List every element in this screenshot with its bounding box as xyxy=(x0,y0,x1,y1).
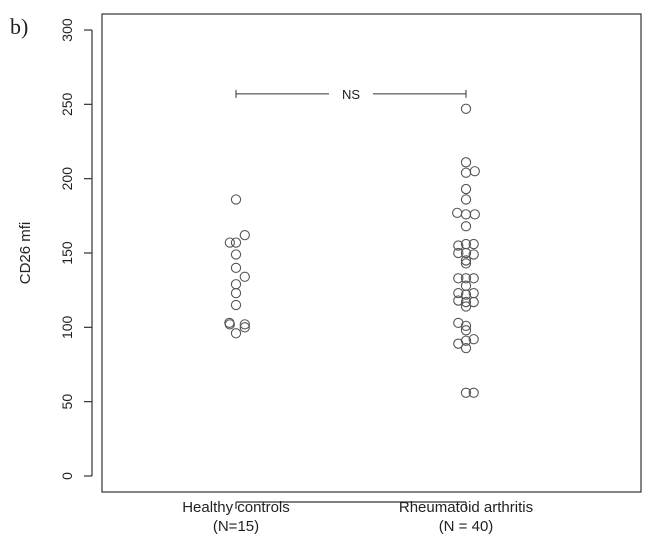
data-point xyxy=(224,317,235,329)
x-tick-label: Healthy controls xyxy=(182,499,290,516)
data-point xyxy=(230,237,242,248)
panel-label: b) xyxy=(10,14,29,39)
data-point xyxy=(460,258,472,269)
data-point xyxy=(239,319,250,330)
data-point xyxy=(460,247,472,259)
data-point xyxy=(230,262,242,274)
data-point xyxy=(460,157,472,168)
x-tick-label: Rheumatoid arthritis xyxy=(399,499,533,516)
data-point xyxy=(460,325,472,336)
data-point xyxy=(468,334,479,345)
y-axis-label: CD26 mfi xyxy=(17,222,34,285)
data-point xyxy=(453,287,464,299)
data-point xyxy=(469,166,480,177)
data-point xyxy=(468,273,479,284)
data-point xyxy=(460,209,472,220)
data-point xyxy=(239,322,250,333)
data-point xyxy=(460,301,472,312)
data-point xyxy=(452,207,463,219)
data-point xyxy=(469,209,480,220)
data-point xyxy=(460,296,472,308)
data-point xyxy=(230,194,242,205)
x-tick-sublabel: (N=15) xyxy=(213,518,259,535)
data-point xyxy=(460,194,472,205)
data-point xyxy=(460,221,472,232)
data-point xyxy=(468,387,479,398)
data-point xyxy=(230,279,242,290)
data-point xyxy=(453,273,464,284)
data-point xyxy=(230,287,242,299)
y-tick-label: 0 xyxy=(59,472,75,480)
plot-frame xyxy=(101,13,642,493)
data-point xyxy=(460,103,472,114)
data-point xyxy=(453,295,464,306)
data-point xyxy=(460,335,472,346)
data-point xyxy=(230,328,242,339)
data-point xyxy=(453,240,464,251)
data-point xyxy=(460,167,472,178)
x-tick-sublabel: (N = 40) xyxy=(439,518,494,535)
y-tick-label: 50 xyxy=(59,394,75,410)
y-tick-label: 300 xyxy=(59,18,75,42)
data-point xyxy=(453,247,464,259)
significance-label: NS xyxy=(342,87,360,102)
data-point xyxy=(460,255,472,266)
data-point xyxy=(460,342,472,354)
data-point xyxy=(468,296,479,308)
data-point xyxy=(468,249,479,260)
y-tick-label: 250 xyxy=(59,92,75,116)
data-point xyxy=(468,238,479,250)
y-tick-label: 200 xyxy=(59,167,75,191)
y-tick-label: 100 xyxy=(59,315,75,339)
data-point xyxy=(230,299,242,311)
data-point xyxy=(460,289,472,300)
data-point xyxy=(224,237,235,248)
data-point xyxy=(460,183,472,195)
data-point xyxy=(239,230,250,241)
data-point xyxy=(460,273,472,284)
data-point xyxy=(239,271,250,282)
data-point xyxy=(460,387,472,398)
data-point xyxy=(230,249,242,260)
data-point xyxy=(460,320,472,331)
y-tick-label: 150 xyxy=(59,241,75,265)
